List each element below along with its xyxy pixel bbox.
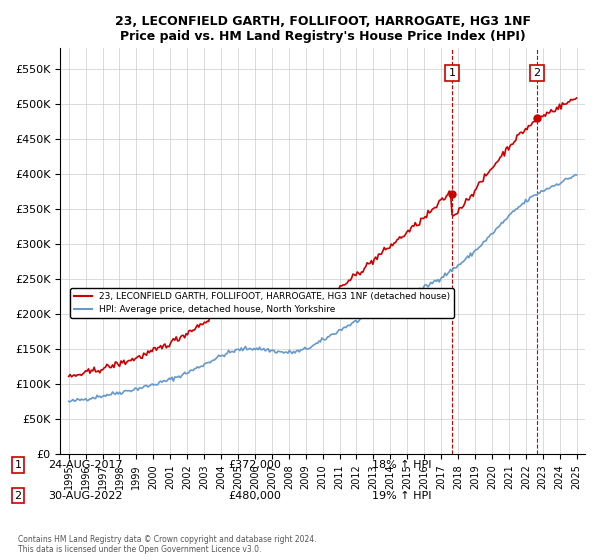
Text: Contains HM Land Registry data © Crown copyright and database right 2024.
This d: Contains HM Land Registry data © Crown c… (18, 535, 317, 554)
Text: 2: 2 (533, 68, 541, 78)
Text: £480,000: £480,000 (228, 491, 281, 501)
Text: £372,000: £372,000 (228, 460, 281, 470)
Title: 23, LECONFIELD GARTH, FOLLIFOOT, HARROGATE, HG3 1NF
Price paid vs. HM Land Regis: 23, LECONFIELD GARTH, FOLLIFOOT, HARROGA… (115, 15, 530, 43)
Text: 1: 1 (449, 68, 455, 78)
Legend: 23, LECONFIELD GARTH, FOLLIFOOT, HARROGATE, HG3 1NF (detached house), HPI: Avera: 23, LECONFIELD GARTH, FOLLIFOOT, HARROGA… (70, 288, 454, 318)
Text: 2: 2 (14, 491, 22, 501)
Text: 1: 1 (14, 460, 22, 470)
Text: 19% ↑ HPI: 19% ↑ HPI (372, 491, 431, 501)
Text: 24-AUG-2017: 24-AUG-2017 (48, 460, 122, 470)
Text: 30-AUG-2022: 30-AUG-2022 (48, 491, 122, 501)
Text: 18% ↑ HPI: 18% ↑ HPI (372, 460, 431, 470)
